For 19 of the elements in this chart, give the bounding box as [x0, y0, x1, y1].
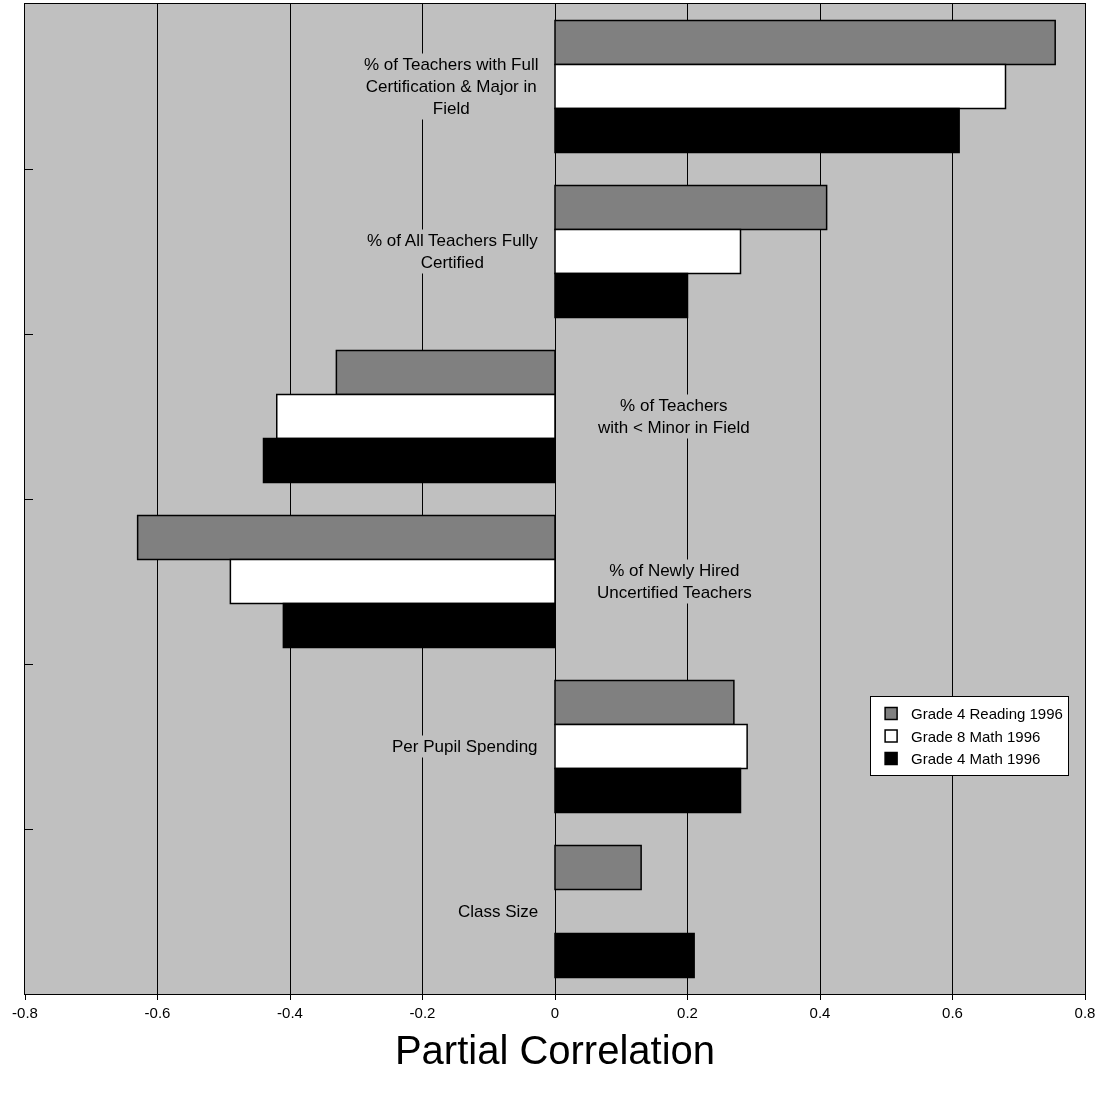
y-tick-label: % of All Teachers Fully Certified	[367, 231, 539, 273]
x-tick-label: 0.6	[942, 1004, 963, 1021]
y-tick-label: % of Teachers with < Minor in Field	[597, 396, 750, 438]
x-axis-title: Partial Correlation	[394, 1027, 716, 1072]
x-tick-label: 0.8	[1074, 1004, 1096, 1021]
y-tick-label: % of Teachers with Full Certification & Major in Field	[364, 55, 539, 119]
x-tick-label: -0.4	[277, 1004, 303, 1021]
x-tick-label: 0.4	[809, 1004, 831, 1021]
y-tick-label: % of Newly Hired Uncertified Teachers	[597, 561, 752, 603]
x-tick-label: -0.2	[409, 1004, 436, 1021]
x-tick-label: 0	[550, 1004, 560, 1021]
legend-label: Grade 4 Reading 1996	[911, 705, 1063, 723]
x-tick-label: -0.8	[12, 1004, 38, 1021]
legend-label: Grade 8 Math 1996	[911, 727, 1041, 745]
y-tick-label: Class Size	[458, 902, 539, 921]
y-tick-label: Per Pupil Spending	[392, 737, 538, 756]
x-tick-label: 0.2	[677, 1004, 698, 1021]
legend-label: Grade 4 Math 1996	[911, 750, 1041, 768]
x-tick-label: -0.6	[144, 1004, 171, 1021]
